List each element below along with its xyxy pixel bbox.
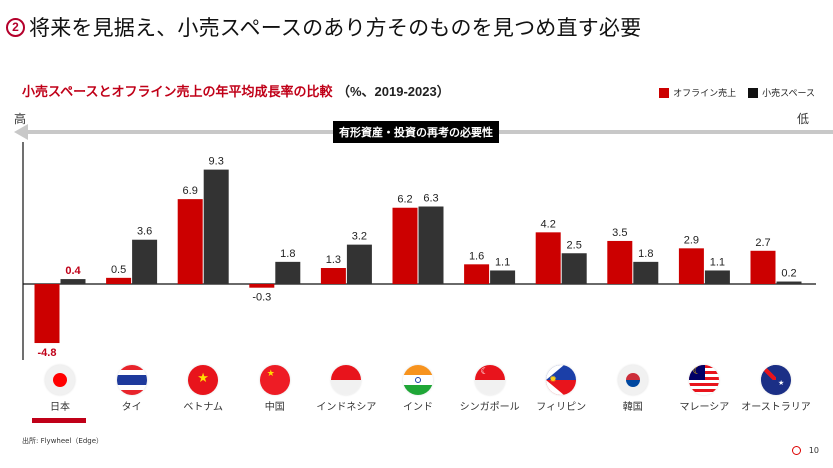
arrow-left-icon bbox=[14, 124, 28, 140]
data-label: 1.1 bbox=[710, 256, 725, 268]
bar-retail-space-1 bbox=[132, 239, 158, 284]
bar-retail-space-2 bbox=[203, 169, 229, 284]
singapore-flag-icon: ☾ bbox=[474, 365, 505, 395]
bar-retail-space-5 bbox=[418, 206, 444, 284]
brand-logo-icon bbox=[791, 446, 801, 455]
malaysia-flag-icon: ☾ bbox=[689, 365, 720, 395]
china-flag-icon: ★ bbox=[259, 365, 290, 395]
x-tick-label: フィリピン bbox=[536, 402, 587, 413]
australia-flag-icon: ★ bbox=[761, 365, 791, 395]
bar-offline-sales-7 bbox=[535, 232, 561, 284]
chart-title-unit: （%、2019-2023） bbox=[336, 84, 450, 99]
data-label: 0.4 bbox=[65, 265, 81, 277]
data-label: 2.9 bbox=[684, 234, 699, 246]
data-label: 3.5 bbox=[612, 227, 627, 239]
source-note: 出所: Flywheel（Edge） bbox=[22, 437, 104, 445]
bar-offline-sales-4 bbox=[320, 268, 346, 284]
data-label: 1.6 bbox=[469, 250, 484, 262]
philippines-flag-icon: ✹ bbox=[546, 365, 577, 395]
bar-retail-space-8 bbox=[633, 261, 659, 284]
chart-title: 小売スペースとオフライン売上の年平均成長率の比較 （%、2019-2023） bbox=[22, 81, 450, 100]
data-label: 2.5 bbox=[567, 239, 582, 251]
indonesia-flag-icon bbox=[331, 365, 362, 395]
legend-swatch-retail-space bbox=[748, 87, 759, 98]
data-label: 4.2 bbox=[541, 218, 556, 230]
data-label: 6.3 bbox=[423, 193, 438, 205]
x-tick-label: 日本 bbox=[50, 402, 70, 413]
data-label: 9.3 bbox=[209, 156, 224, 168]
bar-retail-space-9 bbox=[704, 270, 730, 284]
scale-high-label: 高 bbox=[14, 112, 27, 126]
data-label: 1.3 bbox=[326, 254, 341, 266]
bar-offline-sales-6 bbox=[464, 264, 490, 284]
bar-retail-space-10 bbox=[776, 281, 802, 284]
thailand-flag-icon bbox=[116, 365, 147, 395]
scale-low-label: 低 bbox=[796, 112, 809, 126]
bar-offline-sales-5 bbox=[392, 207, 418, 284]
data-label: 6.9 bbox=[183, 185, 198, 197]
bar-offline-sales-0 bbox=[34, 284, 60, 344]
data-label: 1.1 bbox=[495, 256, 510, 268]
x-tick-label: インドネシア bbox=[316, 402, 377, 413]
bar-offline-sales-9 bbox=[678, 248, 704, 284]
x-tick-label: マレーシア bbox=[679, 402, 730, 413]
legend-item-offline-sales: オフライン売上 bbox=[659, 86, 736, 99]
japan-highlight-underline bbox=[32, 418, 86, 423]
data-label: 1.8 bbox=[638, 248, 653, 260]
data-label: 3.2 bbox=[352, 231, 367, 243]
data-label: 2.7 bbox=[755, 237, 770, 249]
data-label: 0.5 bbox=[111, 264, 126, 276]
slide-title-text: 将来を見据え、小売スペースのあり方そのものを見つめ直す必要 bbox=[29, 16, 642, 40]
data-label: 3.6 bbox=[137, 226, 152, 238]
legend-swatch-offline-sales bbox=[659, 87, 670, 98]
data-label: 1.8 bbox=[280, 248, 295, 260]
data-label: 0.2 bbox=[781, 268, 796, 280]
chart-legend: オフライン売上 小売スペース bbox=[647, 86, 815, 99]
vietnam-flag-icon: ★ bbox=[188, 365, 219, 395]
x-tick-label: 韓国 bbox=[622, 402, 643, 413]
korea-flag-icon bbox=[617, 365, 648, 395]
legend-item-retail-space: 小売スペース bbox=[748, 86, 815, 99]
slide-title: 2 将来を見据え、小売スペースのあり方そのものを見つめ直す必要 bbox=[6, 12, 641, 42]
japan-flag-icon bbox=[45, 365, 75, 395]
x-tick-label: オーストラリア bbox=[741, 402, 811, 413]
legend-label: オフライン売上 bbox=[673, 89, 737, 99]
x-tick-label: ベトナム bbox=[183, 402, 224, 413]
bar-retail-space-7 bbox=[561, 253, 587, 284]
legend-label: 小売スペース bbox=[762, 89, 815, 99]
bar-retail-space-0 bbox=[60, 279, 86, 284]
india-flag-icon bbox=[403, 365, 433, 395]
data-label: -0.3 bbox=[252, 292, 271, 304]
page-footer: 10 bbox=[791, 446, 819, 455]
x-tick-label: 中国 bbox=[264, 402, 285, 413]
bar-offline-sales-1 bbox=[106, 277, 132, 284]
data-label: 6.2 bbox=[397, 194, 412, 206]
bar-offline-sales-8 bbox=[607, 240, 633, 284]
bar-offline-sales-10 bbox=[750, 250, 776, 284]
bar-offline-sales-3 bbox=[249, 284, 275, 288]
page-number: 10 bbox=[808, 446, 819, 455]
x-tick-label: シンガポール bbox=[459, 402, 520, 413]
section-number-badge: 2 bbox=[6, 17, 25, 37]
x-tick-label: タイ bbox=[121, 402, 142, 413]
bar-retail-space-3 bbox=[275, 261, 301, 284]
x-tick-label: インド bbox=[403, 402, 433, 413]
bar-offline-sales-2 bbox=[177, 199, 203, 284]
data-label: -4.8 bbox=[38, 347, 57, 359]
chart-title-text: 小売スペースとオフライン売上の年平均成長率の比較 bbox=[22, 85, 333, 100]
priority-arrow-label: 有形資産・投資の再考の必要性 bbox=[333, 121, 499, 143]
bar-retail-space-6 bbox=[490, 270, 516, 284]
bar-retail-space-4 bbox=[346, 244, 372, 284]
